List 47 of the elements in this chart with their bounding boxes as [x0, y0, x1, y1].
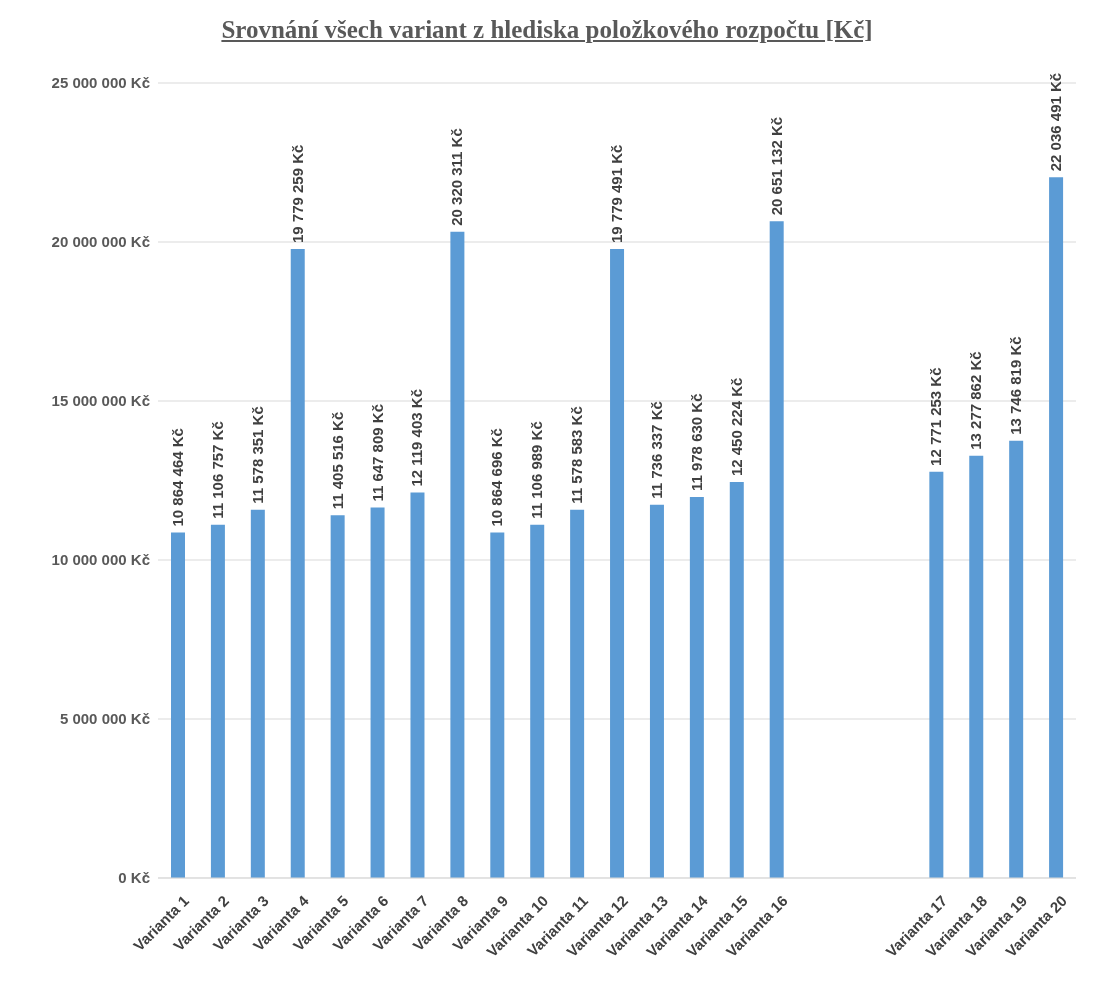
- bar: [250, 509, 265, 878]
- bar: [370, 507, 385, 878]
- data-label: 13 277 862 Kč: [967, 351, 985, 450]
- data-label: 13 746 819 Kč: [1007, 336, 1025, 435]
- bar: [649, 504, 664, 878]
- data-label: 12 450 224 Kč: [727, 377, 745, 477]
- y-tick-label: 5 000 000 Kč: [59, 710, 150, 728]
- y-tick-label: 20 000 000 Kč: [51, 233, 150, 251]
- data-label: 11 405 516 Kč: [328, 411, 346, 510]
- bar: [410, 492, 425, 878]
- bar: [450, 231, 465, 878]
- data-label: 19 779 491 Kč: [608, 144, 626, 244]
- chart-title: Srovnání všech variant z hlediska položkového rozpočtu [Kč]: [220, 16, 874, 44]
- bar: [530, 524, 545, 878]
- y-tick-label: 0 Kč: [118, 869, 150, 887]
- data-label: 11 106 989 Kč: [528, 421, 546, 519]
- bar: [330, 515, 345, 878]
- data-label: 11 106 757 Kč: [208, 421, 226, 519]
- bar: [969, 455, 984, 878]
- data-label: 19 779 259 Kč: [288, 144, 306, 244]
- data-label: 11 736 337 Kč: [647, 401, 665, 499]
- bar: [929, 471, 944, 878]
- y-tick-label: 25 000 000 Kč: [51, 74, 150, 92]
- bar: [729, 482, 744, 878]
- data-label: 11 647 809 Kč: [368, 404, 386, 502]
- bar: [1049, 177, 1064, 878]
- bar: [1009, 440, 1024, 878]
- data-label: 20 651 132 Kč: [767, 116, 785, 216]
- y-tick-label: 10 000 000 Kč: [51, 551, 150, 569]
- bar: [610, 249, 625, 878]
- y-tick-label: 15 000 000 Kč: [51, 392, 150, 410]
- data-label: 10 864 464 Kč: [169, 428, 186, 527]
- data-label: 11 978 630 Kč: [687, 393, 705, 492]
- data-label: 20 320 311 Kč: [448, 128, 466, 226]
- bar: [290, 249, 305, 878]
- data-label: 12 771 253 Kč: [927, 367, 945, 466]
- bar: [769, 221, 784, 878]
- data-label: 12 119 403 Kč: [408, 389, 426, 487]
- data-label: 11 578 351 Kč: [248, 406, 266, 504]
- bar: [490, 532, 505, 878]
- bar: [171, 532, 185, 878]
- data-label: 11 578 583 Kč: [568, 406, 586, 504]
- bar: [570, 509, 585, 878]
- data-label: 10 864 696 Kč: [488, 428, 506, 527]
- bar: [689, 497, 704, 878]
- bar: [210, 524, 225, 878]
- data-label: 22 036 491 Kč: [1047, 72, 1065, 172]
